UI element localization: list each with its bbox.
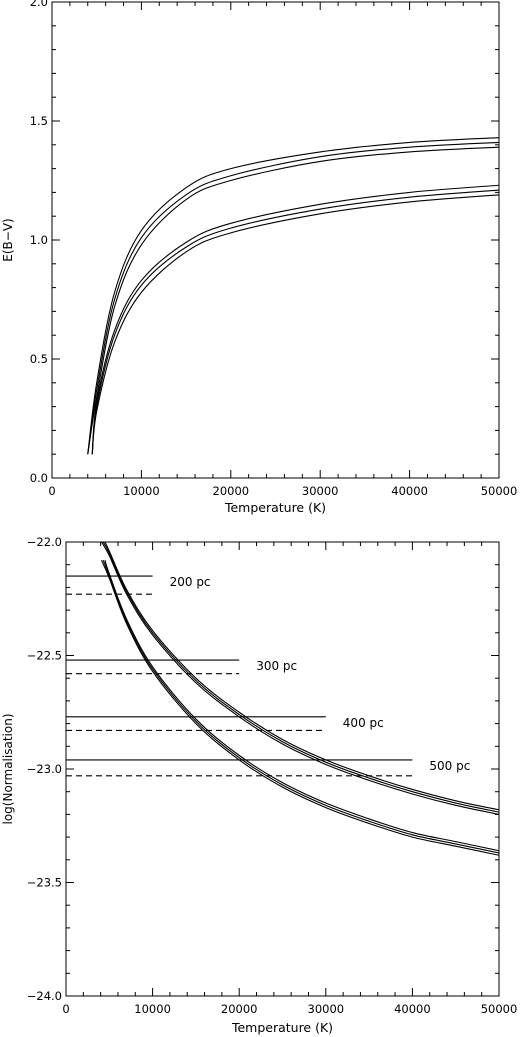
y-axis-label: E(B−V)	[1, 218, 15, 261]
x-tick-label: 30000	[302, 484, 339, 498]
y-tick-label: 1.0	[30, 233, 48, 247]
y-tick-label: 0.0	[30, 471, 48, 485]
y-tick-label: −23.0	[27, 762, 62, 776]
x-tick-label: 40000	[394, 1002, 431, 1016]
series-line-3	[101, 542, 499, 815]
y-axis-label: log(Normalisation)	[1, 714, 15, 825]
distance-label: 500 pc	[429, 759, 470, 773]
plot-frame	[51, 1, 500, 479]
x-tick-label: 0	[48, 484, 55, 498]
series-line-1	[104, 542, 499, 811]
x-tick-label: 50000	[481, 1002, 518, 1016]
y-tick-label: −22.0	[27, 535, 62, 549]
distance-label: 200 pc	[170, 575, 211, 589]
x-tick-label: 10000	[134, 1002, 171, 1016]
series-line-5	[102, 559, 499, 854]
series-line-2	[102, 542, 499, 813]
series-line-4	[104, 559, 499, 852]
x-tick-label: 0	[62, 1002, 69, 1016]
x-tick-label: 20000	[213, 484, 250, 498]
series-line-2	[87, 141, 499, 455]
y-tick-label: 1.5	[30, 114, 48, 128]
x-tick-label: 10000	[123, 484, 160, 498]
series-line-6	[101, 559, 499, 856]
y-tick-label: 0.5	[30, 352, 48, 366]
x-axis-label: Temperature (K)	[231, 1020, 333, 1035]
series-line-1	[87, 137, 499, 455]
x-tick-label: 30000	[308, 1002, 345, 1016]
y-tick-label: −24.0	[27, 989, 62, 1003]
y-tick-label: −22.5	[27, 649, 62, 663]
x-tick-label: 20000	[221, 1002, 258, 1016]
series-line-3	[87, 146, 499, 455]
y-tick-label: −23.5	[27, 876, 62, 890]
x-tick-label: 40000	[391, 484, 428, 498]
x-tick-label: 50000	[481, 484, 518, 498]
normalisation-panel: 0 10000 20000 30000 40000 50000 −24.0 −23.5 −23.…	[1, 535, 517, 1035]
x-axis-label: Temperature (K)	[224, 500, 326, 515]
ebv-panel: 0 10000 20000 30000 40000 50000 0.0 0.5 1.0 1.5 2.…	[1, 0, 517, 515]
distance-label: 400 pc	[343, 716, 384, 730]
series-line-4	[91, 184, 499, 455]
y-tick-label: 2.0	[30, 0, 48, 9]
series-line-5	[91, 189, 499, 455]
series-line-6	[91, 194, 499, 455]
distance-label: 300 pc	[256, 659, 297, 673]
